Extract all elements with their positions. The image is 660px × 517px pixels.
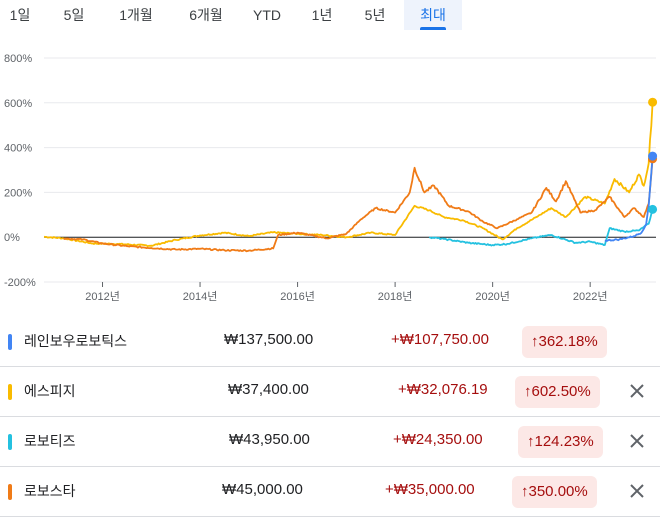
percent-badge: ↑350.00%: [512, 476, 597, 508]
tab-1d[interactable]: 1일: [0, 0, 40, 30]
percent-badge: ↑124.23%: [518, 426, 603, 458]
legend-row-robostar[interactable]: 로보스타 ₩45,000.00 +₩35,000.00 ↑350.00%: [0, 467, 660, 517]
time-range-tabs: 1일 5일 1개월 6개월 YTD 1년 5년 최대: [0, 0, 660, 34]
series-end-marker: [648, 204, 658, 214]
stock-name: 에스피지: [24, 383, 76, 399]
series-line: [63, 158, 654, 253]
x-tick-label: 2012년: [85, 290, 120, 303]
y-tick-label: 800%: [4, 53, 32, 65]
series-end-marker: [648, 151, 658, 161]
tab-1m[interactable]: 1개월: [106, 0, 166, 30]
series-color-bar: [8, 434, 12, 450]
series-end-marker: [648, 97, 658, 107]
percent-value: 602.50%: [531, 383, 591, 400]
series-line: [43, 102, 654, 248]
percent-value: 350.00%: [528, 483, 588, 500]
tab-label: 최대: [420, 7, 446, 23]
tab-5y[interactable]: 5년: [354, 0, 396, 30]
y-tick-label: 400%: [4, 143, 32, 155]
tab-active-indicator: [420, 27, 446, 30]
series-color-bar: [8, 384, 12, 400]
close-icon[interactable]: [627, 431, 647, 451]
stock-change: +₩32,076.19: [398, 381, 488, 398]
stock-price: ₩137,500.00: [224, 331, 314, 348]
stock-name: 레인보우로보틱스: [24, 333, 128, 349]
arrow-up-icon: ↑: [521, 483, 529, 500]
tab-label: 5년: [364, 7, 386, 23]
tab-label: 5일: [63, 7, 85, 23]
percent-value: 362.18%: [538, 333, 598, 350]
y-tick-label: 200%: [4, 187, 32, 199]
legend-row-robotis[interactable]: 로보티즈 ₩43,950.00 +₩24,350.00 ↑124.23%: [0, 417, 660, 467]
tab-1y[interactable]: 1년: [302, 0, 342, 30]
y-tick-label: 0%: [4, 232, 20, 244]
tab-label: YTD: [253, 7, 281, 23]
tab-label: 1일: [9, 7, 31, 23]
tab-label: 1년: [311, 7, 333, 23]
x-tick-label: 2022년: [573, 290, 608, 303]
tab-6m[interactable]: 6개월: [176, 0, 236, 30]
x-tick-label: 2016년: [280, 290, 315, 303]
arrow-up-icon: ↑: [527, 433, 535, 450]
legend-row-spg[interactable]: 에스피지 ₩37,400.00 +₩32,076.19 ↑602.50%: [0, 367, 660, 417]
tab-label: 1개월: [119, 7, 153, 23]
percent-badge: ↑362.18%: [522, 326, 607, 358]
tab-5d[interactable]: 5일: [52, 0, 96, 30]
series-color-bar: [8, 334, 12, 350]
tab-ytd[interactable]: YTD: [244, 0, 290, 30]
stock-change: +₩35,000.00: [385, 481, 475, 498]
stock-change: +₩107,750.00: [391, 331, 489, 348]
legend-row-rainbow[interactable]: 레인보우로보틱스 ₩137,500.00 +₩107,750.00 ↑362.1…: [0, 317, 660, 367]
tab-max[interactable]: 최대: [404, 0, 462, 30]
stock-price: ₩37,400.00: [228, 381, 309, 398]
stock-name: 로보스타: [24, 483, 76, 499]
close-icon[interactable]: [627, 381, 647, 401]
stock-change: +₩24,350.00: [393, 431, 483, 448]
y-tick-label: 600%: [4, 98, 32, 110]
tab-label: 6개월: [189, 7, 223, 23]
arrow-up-icon: ↑: [531, 333, 539, 350]
close-icon[interactable]: [627, 481, 647, 501]
percent-value: 124.23%: [534, 433, 594, 450]
y-tick-label: -200%: [4, 277, 36, 289]
price-chart[interactable]: 800% 600% 400% 200% 0% -200% 2012년 2014년 2016년 20…: [0, 40, 660, 316]
x-tick-label: 2020년: [475, 290, 510, 303]
x-tick-label: 2018년: [378, 290, 413, 303]
x-tick-label: 2014년: [183, 290, 218, 303]
series-color-bar: [8, 484, 12, 500]
series-line: [428, 209, 654, 247]
arrow-up-icon: ↑: [524, 383, 532, 400]
series-line: [604, 156, 654, 242]
stock-price: ₩43,950.00: [229, 431, 310, 448]
stock-name: 로보티즈: [24, 433, 76, 449]
percent-badge: ↑602.50%: [515, 376, 600, 408]
stock-price: ₩45,000.00: [222, 481, 303, 498]
